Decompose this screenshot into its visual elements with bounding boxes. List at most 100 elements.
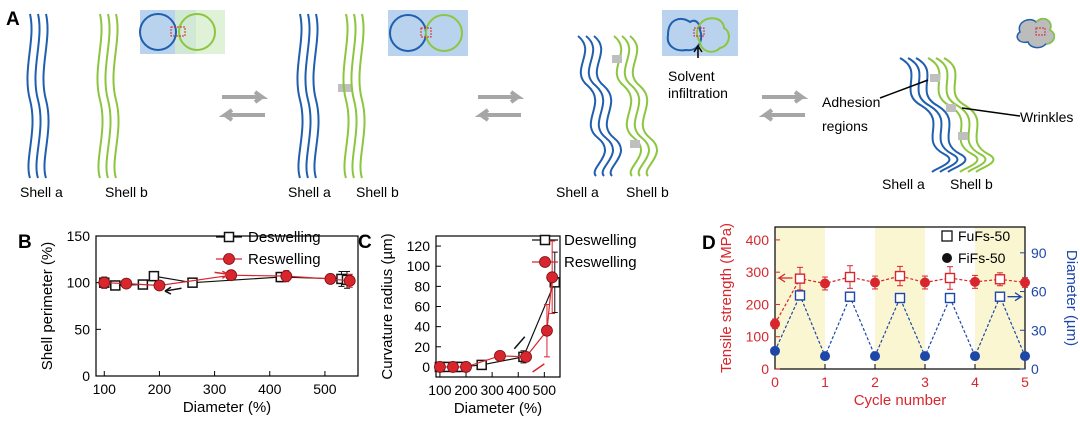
y-right-tick-label: 30 (1031, 322, 1047, 338)
stage1-shell-b-label: Shell b (105, 184, 148, 200)
legend-label: Deswelling (564, 232, 637, 249)
equilibrium-arrows-2 (474, 90, 525, 122)
stage4-adhesion-1 (930, 74, 940, 82)
stage1-inset-circle-a (139, 13, 177, 51)
y-right-axis-title: Diameter (µm) (1063, 250, 1080, 346)
x-tick-label: 200 (454, 382, 478, 398)
tensile-point (794, 273, 806, 284)
y-tick-label: 80 (414, 278, 430, 294)
x-tick-label: 1 (821, 374, 829, 390)
diameter-point (820, 351, 830, 362)
x-tick-label: 500 (533, 382, 557, 398)
reswelling-arrowhead (221, 270, 229, 279)
stage4-zoom-box (1035, 27, 1046, 36)
stage2-shell-b-label: Shell b (356, 184, 399, 200)
tensile-point (920, 277, 930, 288)
x-axis-title: Cycle number (854, 392, 947, 409)
tensile-point (894, 270, 906, 282)
data-point-reswelling (447, 361, 459, 373)
tensile-point (844, 271, 856, 283)
equilibrium-arrows-1 (218, 90, 269, 122)
stage2-contact-region (338, 84, 352, 92)
stage1-inset-circle-b (178, 13, 216, 51)
stage3-shell-a-lines (577, 35, 622, 177)
data-point-reswelling (541, 324, 553, 337)
x-tick-label: 400 (258, 381, 282, 397)
stage2-shell-a-label: Shell a (288, 184, 331, 200)
legend-marker (223, 253, 235, 265)
data-point-reswelling (546, 271, 559, 284)
y-right-tick-label: 0 (1031, 361, 1039, 377)
stage4-shell-a-label: Shell a (882, 176, 925, 192)
y-tick-label: 100 (67, 275, 91, 291)
panel-label: B (18, 232, 32, 253)
right-axis-pointer (1007, 292, 1024, 302)
y-tick-label: 0 (422, 359, 430, 375)
legend-label: FiFs-50 (958, 250, 1006, 266)
stage4-inset-shape-b (1035, 18, 1056, 45)
x-tick-label: 4 (971, 374, 979, 390)
stage3-inset-shape-a (666, 17, 703, 52)
legend-marker (223, 231, 235, 243)
y-left-tick-label: 100 (746, 329, 770, 345)
y-tick-label: 20 (414, 339, 430, 355)
data-point-reswelling (520, 350, 532, 363)
data-point-reswelling (460, 361, 472, 373)
stage3-pointer-arrow (693, 44, 703, 58)
x-tick-label: 500 (313, 381, 337, 397)
stage1-zoom-box (170, 26, 186, 37)
equilibrium-arrows-3 (758, 90, 809, 122)
x-tick-label: 200 (148, 381, 172, 397)
legend-label: Deswelling (248, 229, 321, 246)
legend-marker (539, 256, 551, 268)
stage2-zoom-box (420, 27, 432, 38)
tensile-point (870, 277, 880, 288)
tensile-point (820, 278, 830, 289)
tensile-point (994, 274, 1006, 285)
y-tick-label: 120 (407, 238, 431, 254)
diameter-point (770, 345, 780, 356)
x-tick-label: 100 (93, 381, 117, 397)
y-tick-label: 50 (74, 321, 90, 337)
x-tick-label: 5 (1021, 374, 1029, 390)
stage4-adhesion-3 (958, 132, 968, 140)
stage2-inset-circle-b (425, 14, 463, 52)
solvent-label-line1: Solvent (668, 68, 715, 84)
y-left-axis-title: Tensile strength (MPa) (718, 223, 735, 373)
wrinkles-pointer (961, 107, 1021, 117)
stage-1: Shell a Shell b (20, 10, 225, 200)
reswelling-direction-arrow (532, 363, 545, 373)
stage3-shell-b-label: Shell b (626, 184, 669, 200)
legend-marker (539, 234, 551, 246)
x-axis-title: Diameter (%) (183, 399, 271, 416)
adhesion-label-line2: regions (822, 118, 868, 134)
diameter-point (944, 292, 956, 304)
stage3-inset-shape-b (696, 17, 730, 53)
data-point-deswelling (148, 270, 160, 282)
stage2-shell-b-lines (342, 13, 366, 179)
stage3-adhesion-1 (612, 55, 622, 63)
stage1-shell-a-lines (26, 13, 50, 179)
y-tick-label: 40 (414, 319, 430, 335)
diameter-point (920, 351, 930, 362)
data-point-reswelling (324, 273, 337, 285)
deswelling-direction-arrow (164, 287, 182, 292)
legend-marker-open-square (941, 230, 953, 242)
stage1-inset-b-bg (175, 10, 225, 54)
data-point-reswelling (98, 276, 111, 289)
y-tick-label: 0 (82, 368, 90, 384)
adhesion-label-line1: Adhesion (822, 94, 880, 110)
solvent-label-line2: infiltration (668, 85, 728, 101)
stage-3: Solvent infiltration Shell a Shell b (556, 10, 738, 200)
stage3-adhesion-2 (630, 140, 640, 148)
legend-marker-filled-circle (942, 253, 952, 263)
x-tick-label: 400 (507, 382, 531, 398)
y-left-tick-label: 300 (746, 264, 770, 280)
panel-b-chart: B 100 200 300 400 500 0 50 100 150 Diameter (%) She… (18, 228, 359, 416)
y-tick-label: 150 (67, 228, 91, 244)
data-point-reswelling (120, 277, 133, 290)
stage1-shell-b-lines (96, 13, 120, 179)
x-tick-label: 2 (871, 374, 879, 390)
